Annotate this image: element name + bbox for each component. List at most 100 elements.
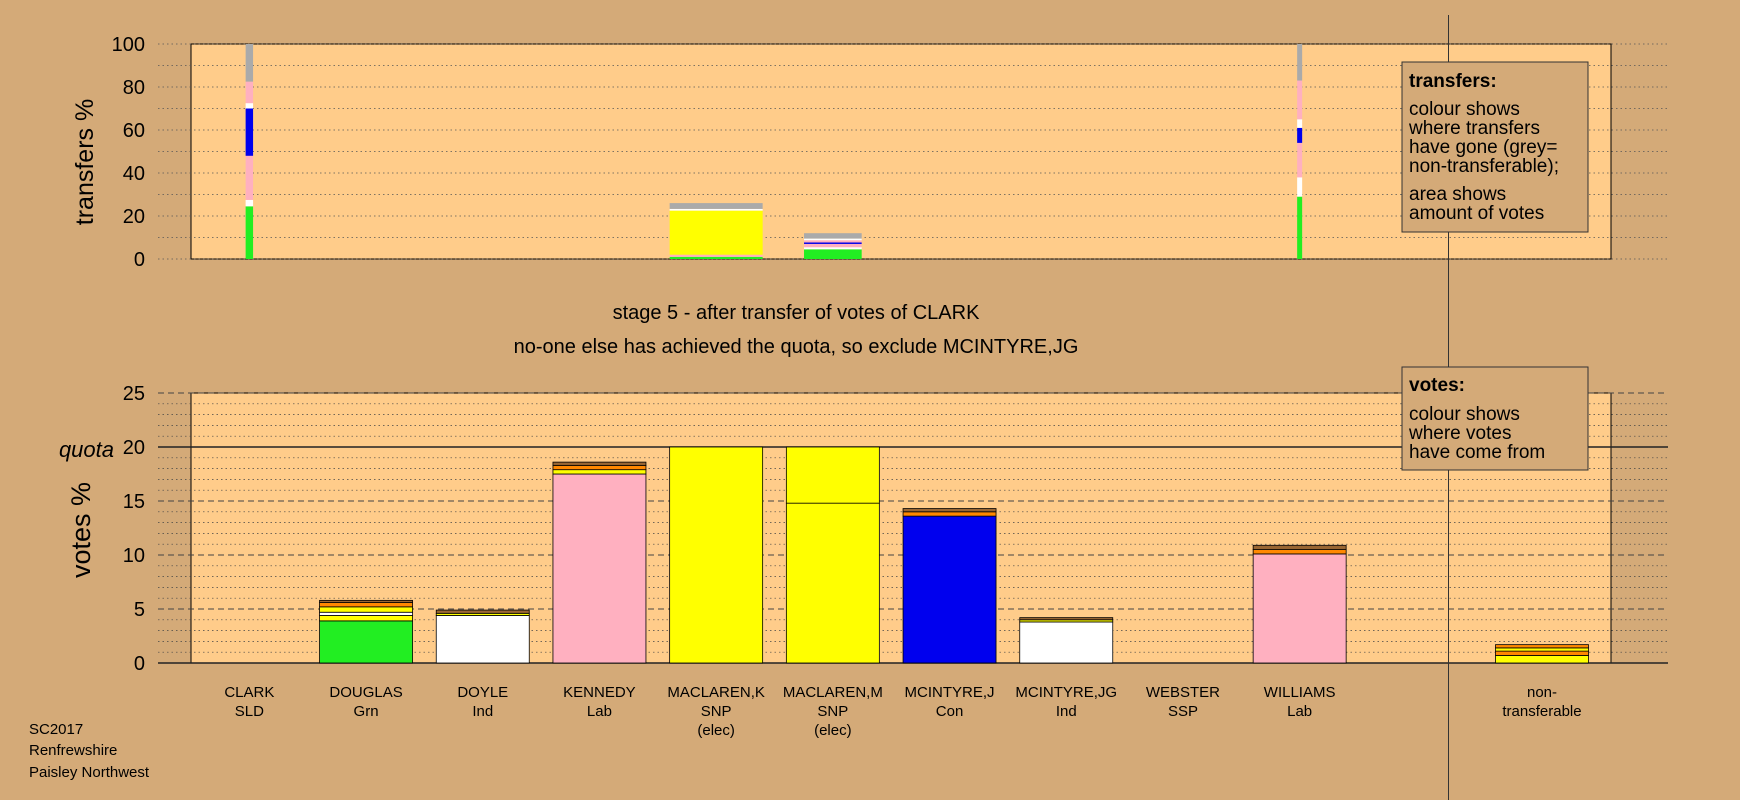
transfers-bar-segment bbox=[1297, 177, 1303, 197]
votes-bar-segment bbox=[552, 464, 647, 471]
transfers-bar-segment bbox=[245, 44, 254, 82]
candidate-party: Ind bbox=[472, 703, 493, 720]
transfers-y-tick-label: 0 bbox=[134, 249, 145, 271]
candidate-name: CLARK bbox=[224, 684, 274, 701]
nontransferable-bar-segment bbox=[1495, 647, 1589, 652]
transfers-bar-segment bbox=[245, 81, 254, 104]
transfers-bar-segment bbox=[245, 206, 254, 259]
candidate-party: SSP bbox=[1168, 703, 1198, 720]
votes-bar-segment bbox=[1252, 553, 1347, 664]
transfers-bar-segment bbox=[804, 243, 862, 248]
transfers-bars bbox=[245, 44, 1303, 259]
nontransferable-label: non- bbox=[1527, 684, 1557, 701]
transfers-bar-segment bbox=[1297, 80, 1303, 120]
votes-y-tick-label: 25 bbox=[123, 383, 145, 405]
transfers-legend-line: have gone (grey= bbox=[1409, 137, 1557, 158]
votes-y-ticks: 0 5 10 15 20 25 bbox=[123, 383, 145, 675]
votes-bar-segment bbox=[319, 615, 413, 622]
transfers-bar-segment bbox=[1297, 127, 1303, 143]
nontransferable-bar-segment bbox=[1495, 655, 1589, 664]
votes-bar-segment bbox=[1252, 549, 1347, 555]
transfers-bar-segment bbox=[669, 210, 763, 255]
votes-bar-segment bbox=[1019, 617, 1114, 621]
transfers-legend-line: where transfers bbox=[1408, 118, 1540, 139]
candidate-name: KENNEDY bbox=[563, 684, 636, 701]
votes-bar-segment bbox=[552, 469, 647, 475]
candidate-name: MACLAREN,K bbox=[667, 684, 765, 701]
transfers-panel: 0 20 40 60 80 100 transfers % bbox=[71, 34, 1668, 271]
quota-label: quota bbox=[59, 437, 114, 462]
votes-bar-segment bbox=[902, 515, 997, 664]
votes-bar-segment bbox=[1019, 621, 1114, 664]
candidate-name: MCINTYRE,JG bbox=[1015, 684, 1117, 701]
transfers-bar-segment bbox=[245, 103, 254, 109]
votes-legend: votes: colour shows where votes have com… bbox=[1401, 366, 1589, 471]
votes-bar-segment bbox=[435, 609, 530, 614]
votes-y-axis-label: votes % bbox=[66, 482, 96, 578]
transfers-bar-segment bbox=[669, 203, 763, 209]
transfers-bar-segment bbox=[1297, 44, 1303, 81]
nontransferable-label: transferable bbox=[1502, 703, 1581, 720]
candidate-party: SLD bbox=[235, 703, 264, 720]
transfers-y-axis-label: transfers % bbox=[71, 99, 99, 225]
transfers-legend-line: amount of votes bbox=[1409, 203, 1544, 224]
transfers-bar-segment bbox=[804, 247, 862, 250]
candidate-party: SNP bbox=[817, 703, 848, 720]
transfers-bar-segment bbox=[245, 108, 254, 156]
transfers-bar-segment bbox=[669, 208, 763, 211]
transfers-bar-segment bbox=[804, 238, 862, 241]
stage-title: stage 5 - after transfer of votes of CLA… bbox=[613, 302, 980, 324]
stage-message: no-one else has achieved the quota, so e… bbox=[514, 336, 1079, 358]
votes-bar-segment bbox=[669, 446, 764, 664]
candidate-party: SNP bbox=[701, 703, 732, 720]
candidate-name: DOYLE bbox=[457, 684, 508, 701]
candidate-name: DOUGLAS bbox=[329, 684, 402, 701]
candidate-party: Lab bbox=[587, 703, 612, 720]
transfers-y-tick-label: 40 bbox=[123, 163, 145, 185]
transfers-y-tick-label: 60 bbox=[123, 120, 145, 142]
votes-legend-line: have come from bbox=[1409, 442, 1545, 463]
votes-bar-segment bbox=[902, 508, 997, 513]
votes-bar-segment bbox=[1252, 544, 1347, 551]
votes-plot-area bbox=[190, 392, 1612, 664]
transfers-legend-line: area shows bbox=[1409, 184, 1506, 205]
votes-bar-segment bbox=[319, 620, 413, 664]
transfers-bar-segment bbox=[1297, 119, 1303, 128]
nontransferable-bar-segment bbox=[1495, 650, 1589, 656]
transfers-bar-segment bbox=[804, 240, 862, 243]
votes-bars bbox=[319, 446, 1589, 664]
transfers-legend-line: non-transferable); bbox=[1409, 156, 1559, 177]
votes-legend-line: where votes bbox=[1408, 423, 1511, 444]
transfers-bar-segment bbox=[804, 249, 862, 259]
transfers-bar-segment bbox=[804, 242, 862, 244]
transfers-bar-segment bbox=[245, 155, 254, 200]
transfers-bar-segment bbox=[804, 233, 862, 239]
candidate-party: Ind bbox=[1056, 703, 1077, 720]
transfers-legend-title: transfers: bbox=[1409, 71, 1497, 92]
candidate-name: MACLAREN,M bbox=[783, 684, 883, 701]
transfers-bar-segment bbox=[669, 254, 763, 257]
votes-bar-segment bbox=[785, 502, 880, 664]
transfers-bar-segment bbox=[245, 199, 254, 207]
transfers-y-tick-label: 20 bbox=[123, 206, 145, 228]
transfers-y-ticks: 0 20 40 60 80 100 bbox=[112, 34, 145, 271]
votes-y-tick-label: 10 bbox=[123, 545, 145, 567]
candidate-status: (elec) bbox=[814, 722, 852, 739]
footer-council: Renfrewshire bbox=[29, 742, 117, 759]
votes-bar-segment bbox=[319, 602, 413, 608]
footer-ward: Paisley Northwest bbox=[29, 764, 150, 781]
transfers-y-tick-label: 80 bbox=[123, 77, 145, 99]
candidate-status: (elec) bbox=[697, 722, 735, 739]
transfers-legend-line: colour shows bbox=[1409, 99, 1520, 120]
transfers-y-tick-label: 100 bbox=[112, 34, 145, 56]
votes-bar-segment bbox=[319, 611, 413, 616]
votes-y-tick-label: 5 bbox=[134, 599, 145, 621]
votes-legend-box bbox=[1401, 366, 1589, 471]
votes-legend-title: votes: bbox=[1409, 375, 1465, 396]
votes-bar-segment bbox=[552, 473, 647, 664]
transfers-bar-segment bbox=[1297, 142, 1303, 178]
votes-bar-segment bbox=[319, 606, 413, 613]
votes-bar-segment bbox=[552, 461, 647, 466]
votes-legend-line: colour shows bbox=[1409, 404, 1520, 425]
